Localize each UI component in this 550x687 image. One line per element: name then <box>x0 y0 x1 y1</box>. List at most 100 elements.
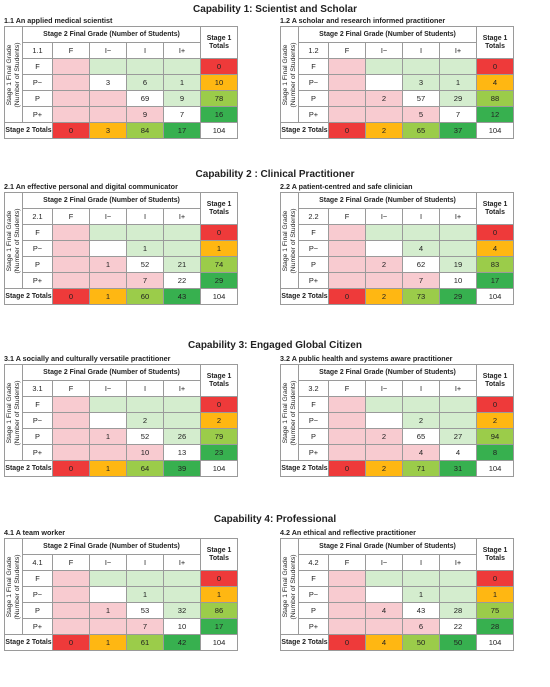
grand-total-cell: 104 <box>476 122 515 139</box>
panel-subtitle: 1.1 An applied medical scientist <box>4 16 113 25</box>
grade-cell: 52 <box>126 256 164 273</box>
column-label: F <box>328 208 366 225</box>
stage1-axis-text: Stage 1 Final Grade (Number of Students) <box>6 380 22 445</box>
stage2-total-cell: 0 <box>52 634 90 651</box>
panel-subtitle: 3.1 A socially and culturally versatile … <box>4 354 171 363</box>
column-label: I+ <box>438 554 478 571</box>
grade-cell <box>438 570 478 587</box>
column-label: I− <box>89 380 127 397</box>
column-label: F <box>328 554 366 571</box>
stage1-total-cell: 28 <box>476 618 515 635</box>
panel-code: 2.1 <box>22 208 53 225</box>
panel-subtitle: 2.1 An effective personal and digital co… <box>4 182 178 191</box>
stage2-total-cell: 2 <box>365 460 403 477</box>
grade-cell: 62 <box>402 256 440 273</box>
grade-cell <box>52 618 90 635</box>
row-label: P <box>298 428 329 445</box>
stage2-total-cell: 0 <box>328 288 366 305</box>
stage1-total-cell: 17 <box>476 272 515 289</box>
stage2-total-cell: 0 <box>52 122 90 139</box>
grade-cell <box>328 412 366 429</box>
stage1-axis-line2: (Number of Students) <box>13 380 21 445</box>
panel-subtitle: 2.2 A patient-centred and safe clinician <box>280 182 413 191</box>
grand-total-cell: 104 <box>476 634 515 651</box>
grade-cell <box>328 428 366 445</box>
stage1-axis-label: Stage 1 Final Grade (Number of Students) <box>280 26 299 123</box>
stage2-total-cell: 43 <box>162 288 202 305</box>
row-label: P− <box>22 240 53 257</box>
stage1-totals-header: Stage 1 Totals <box>200 26 239 59</box>
table-row: P+ 9 7 16 <box>5 106 269 123</box>
row-label: P <box>22 256 53 273</box>
stage2-total-cell: 37 <box>438 122 478 139</box>
row-label: P <box>22 90 53 107</box>
grade-cell <box>328 444 366 461</box>
stage2-total-cell: 50 <box>402 634 440 651</box>
grade-cell <box>89 58 127 75</box>
stage2-totals-label: Stage 2 Totals <box>4 288 53 305</box>
stage1-axis-line1: Stage 1 Final Grade <box>5 382 13 443</box>
grade-cell: 28 <box>438 602 478 619</box>
grade-cell <box>402 224 440 241</box>
row-label: P− <box>298 412 329 429</box>
stage1-axis-text: Stage 1 Final Grade (Number of Students) <box>6 208 22 273</box>
grade-cell <box>328 58 366 75</box>
stage1-total-cell: 75 <box>476 602 515 619</box>
stage2-totals-row: Stage 2 Totals 0 1 64 39 104 <box>4 460 269 477</box>
row-label: P+ <box>298 106 329 123</box>
column-label: I <box>402 208 440 225</box>
capability-title: Capability 3: Engaged Global Citizen <box>188 340 362 351</box>
stage2-total-cell: 42 <box>162 634 202 651</box>
stage2-total-cell: 1 <box>89 460 127 477</box>
grade-cell <box>52 272 90 289</box>
grade-cell: 4 <box>402 240 440 257</box>
grade-cell <box>438 58 478 75</box>
grade-cell: 43 <box>402 602 440 619</box>
grand-total-cell: 104 <box>200 288 239 305</box>
grade-cell <box>162 58 202 75</box>
stage2-total-cell: 3 <box>89 122 127 139</box>
column-label: I+ <box>438 380 478 397</box>
column-label: I− <box>365 380 403 397</box>
row-label: F <box>22 396 53 413</box>
stage1-axis-line1: Stage 1 Final Grade <box>5 556 13 617</box>
grade-cell <box>52 224 90 241</box>
row-label: P− <box>22 586 53 603</box>
row-label: P− <box>22 412 53 429</box>
stage1-totals-header-line1: Stage 1 <box>206 372 232 380</box>
stage1-axis-text: Stage 1 Final Grade (Number of Students) <box>6 42 22 107</box>
grade-cell <box>365 74 403 91</box>
stage2-totals-row: Stage 2 Totals 0 4 50 50 104 <box>280 634 545 651</box>
stage2-total-cell: 73 <box>402 288 440 305</box>
stage2-total-cell: 4 <box>365 634 403 651</box>
table-row: P 2 65 27 94 <box>281 428 545 445</box>
table-row: P 2 57 29 88 <box>281 90 545 107</box>
row-label: P+ <box>22 444 53 461</box>
stage2-header: Stage 2 Final Grade (Number of Students) <box>21 192 202 209</box>
grade-cell <box>52 428 90 445</box>
panel-code: 1.1 <box>22 42 53 59</box>
row-label: F <box>22 58 53 75</box>
column-label: I+ <box>162 42 202 59</box>
stage2-total-cell: 84 <box>126 122 164 139</box>
grade-cell <box>52 602 90 619</box>
grade-matrix-table: Stage 1 Final Grade (Number of Students) S… <box>280 192 545 305</box>
table-row: P 1 53 32 86 <box>5 602 269 619</box>
stage1-totals-header-line1: Stage 1 <box>482 200 508 208</box>
column-label: I+ <box>438 42 478 59</box>
stage2-total-cell: 50 <box>438 634 478 651</box>
row-label: P <box>22 602 53 619</box>
grade-cell <box>162 396 202 413</box>
stage2-total-cell: 60 <box>126 288 164 305</box>
table-row: P− 3 1 4 <box>281 74 545 91</box>
grade-cell <box>52 240 90 257</box>
stage1-total-cell: 0 <box>200 224 239 241</box>
grade-cell <box>438 240 478 257</box>
table-row: P 1 52 26 79 <box>5 428 269 445</box>
grade-cell <box>328 224 366 241</box>
stage2-total-cell: 0 <box>328 460 366 477</box>
row-label: F <box>298 570 329 587</box>
grade-cell <box>89 396 127 413</box>
